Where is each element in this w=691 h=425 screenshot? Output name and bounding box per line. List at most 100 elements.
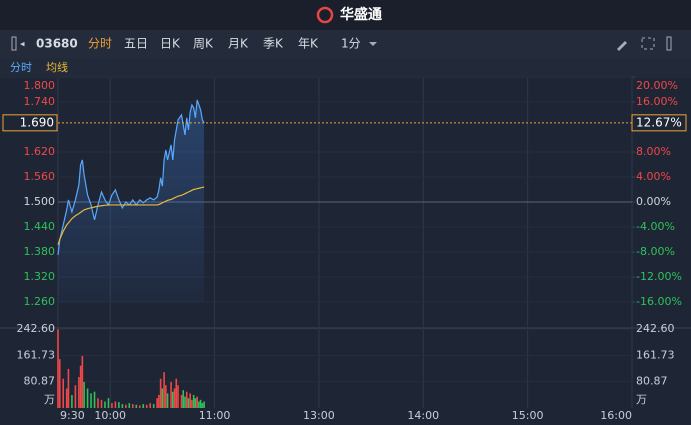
volume-bar xyxy=(78,377,80,408)
y-tick-label: 161.73 xyxy=(17,348,56,361)
volume-bar xyxy=(201,403,204,408)
tab[interactable]: 五日 xyxy=(124,37,148,51)
volume-bar xyxy=(131,404,134,408)
tab[interactable]: 周K xyxy=(193,37,214,51)
volume-bar xyxy=(138,405,141,408)
volume-bar xyxy=(173,388,176,408)
volume-bar xyxy=(182,390,185,408)
tab[interactable]: 分时 xyxy=(88,37,112,51)
y-tick-label: 1.440 xyxy=(24,220,56,233)
volume-bar xyxy=(104,401,106,408)
volume-bar xyxy=(71,394,73,408)
x-tick-label: 11:00 xyxy=(199,409,231,422)
volume-bar xyxy=(74,385,77,408)
edit-icon[interactable] xyxy=(617,41,627,51)
side-panel-icon[interactable] xyxy=(666,36,672,51)
volume-bar xyxy=(192,394,195,408)
y-tick-label: 1.500 xyxy=(24,195,56,208)
series-line xyxy=(57,186,205,246)
expand-icon[interactable] xyxy=(641,37,655,50)
collapse-icon[interactable] xyxy=(11,36,17,51)
volume-bar xyxy=(161,388,164,408)
y2-tick-label: 16.00% xyxy=(636,95,678,108)
volume-bar xyxy=(198,401,200,408)
dropdown-arrow xyxy=(369,42,377,46)
y-tick-label: 242.60 xyxy=(17,322,56,335)
tab[interactable]: 月K xyxy=(228,37,249,51)
collapse-arrow[interactable]: ◂ xyxy=(20,40,25,50)
volume-bar xyxy=(194,398,197,408)
volume-bar xyxy=(58,359,61,408)
volume-bar xyxy=(165,385,167,408)
volume-bar xyxy=(86,388,89,408)
last-price-label: 1.690 xyxy=(20,115,54,129)
y2-tick-label: 20.00% xyxy=(636,79,678,92)
volume-bar xyxy=(191,399,193,408)
volume-bar xyxy=(187,398,190,408)
y-unit: 万 xyxy=(44,393,55,406)
volume-bar xyxy=(159,378,162,408)
x-tick-label: 10:00 xyxy=(94,409,126,422)
volume-bar xyxy=(158,394,160,408)
volume-bar xyxy=(199,399,202,408)
volume-bar xyxy=(62,378,65,408)
y2-tick-label: 8.00% xyxy=(636,145,671,158)
volume-bar xyxy=(149,403,151,408)
y2-tick-label: 242.60 xyxy=(636,322,675,335)
tab[interactable]: 日K xyxy=(160,37,181,51)
tab[interactable]: 年K xyxy=(298,37,319,51)
volume-bar xyxy=(57,329,59,408)
app-title: 华盛通 xyxy=(340,6,382,23)
last-price-box xyxy=(2,114,58,132)
tab[interactable]: 季K xyxy=(263,37,284,51)
volume-bar xyxy=(114,401,117,408)
volume-bar xyxy=(152,404,155,408)
volume-bar xyxy=(172,391,174,408)
volume-bar xyxy=(81,355,84,408)
last-change-box xyxy=(631,114,687,132)
volume-bar xyxy=(111,403,113,408)
y2-tick-label: 161.73 xyxy=(636,348,675,361)
volume-bar xyxy=(83,381,85,408)
volume-bar xyxy=(79,365,82,408)
legend-bar xyxy=(0,58,691,78)
y2-tick-label: -4.00% xyxy=(636,220,675,233)
y2-tick-label: -8.00% xyxy=(636,245,675,258)
volume-bar xyxy=(93,391,96,408)
volume-bar xyxy=(203,401,205,408)
price-area xyxy=(58,99,205,303)
y-tick-label: 1.320 xyxy=(24,270,56,283)
volume-bar xyxy=(67,368,70,408)
y2-tick-label: 4.00% xyxy=(636,170,671,183)
volume-bar xyxy=(65,388,68,408)
title-bar xyxy=(0,0,691,30)
volume-bar xyxy=(121,404,124,408)
volume-bar xyxy=(118,402,120,408)
logo-icon xyxy=(316,6,334,24)
toolbar xyxy=(0,30,691,58)
y-tick-label: 1.800 xyxy=(24,79,56,92)
volume-bar xyxy=(170,381,172,408)
volume-bar xyxy=(177,385,179,408)
legend-label[interactable]: 分时 xyxy=(10,61,32,74)
volume-bar xyxy=(128,403,131,408)
y-tick-label: 1.740 xyxy=(24,95,56,108)
y-tick-label: 1.260 xyxy=(24,295,56,308)
stock-code: 03680 xyxy=(36,37,78,51)
volume-bar xyxy=(142,404,145,408)
x-tick-label: 16:00 xyxy=(600,409,632,422)
legend-label[interactable]: 均线 xyxy=(46,60,68,74)
y2-tick-label: -12.00% xyxy=(636,270,682,283)
tab[interactable]: 1分 xyxy=(341,37,361,51)
volume-bar xyxy=(175,378,178,408)
volume-bar xyxy=(189,393,191,408)
volume-bar xyxy=(180,394,183,408)
last-change-label: 12.67% xyxy=(636,115,682,129)
volume-bar xyxy=(135,404,138,408)
y-tick-label: 80.87 xyxy=(24,375,56,388)
volume-bar xyxy=(145,404,148,408)
volume-bar xyxy=(107,398,110,408)
x-tick-label: 14:00 xyxy=(407,409,439,422)
